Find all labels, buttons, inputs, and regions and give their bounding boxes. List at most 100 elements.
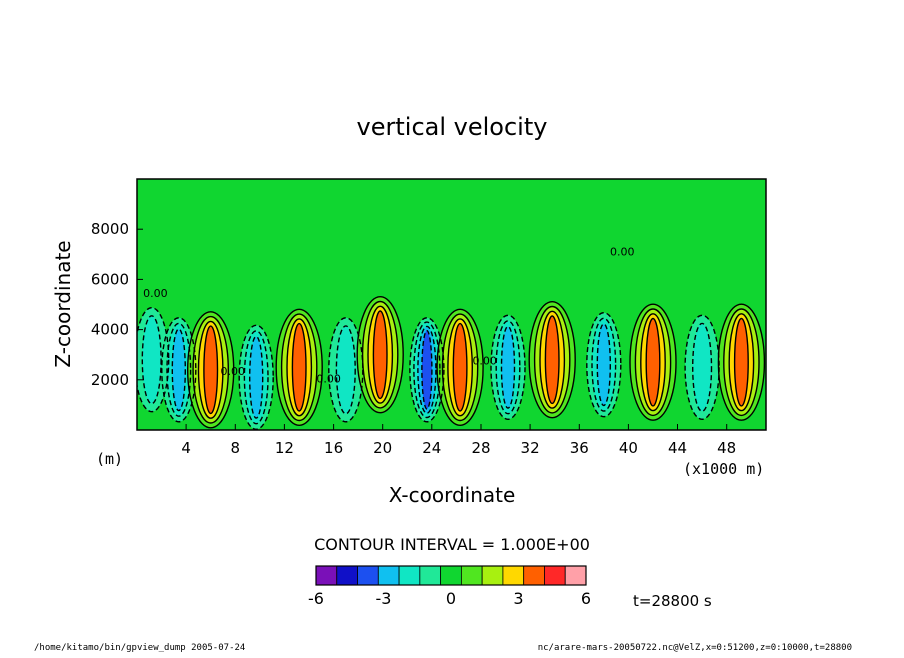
footer-left: /home/kitamo/bin/gpview_dump 2005-07-24 <box>34 643 245 653</box>
colorbar-swatch-7 <box>460 565 483 586</box>
contour-line-1-level-1 <box>161 317 197 423</box>
x-tick-label-24: 24 <box>422 439 441 457</box>
colorbar-swatch-12 <box>564 565 587 586</box>
contour-line-4-level-4 <box>291 322 307 412</box>
colorbar-swatch-10 <box>523 565 545 586</box>
contour-line-10-level-2 <box>533 305 571 414</box>
y-axis-label: Z-coordinate <box>51 240 75 367</box>
contour-line-11-level-1 <box>586 312 622 418</box>
contour-line-14-level-3 <box>728 313 755 412</box>
x-tick-label-8: 8 <box>231 439 241 457</box>
x-unit-left: (m) <box>96 450 123 468</box>
x-tick-label-12: 12 <box>275 439 294 457</box>
contour-cell-6-level-4 <box>373 311 388 399</box>
x-unit-right: (x1000 m) <box>683 460 764 478</box>
contour-label-1: 0.00 <box>610 246 635 259</box>
x-tick-label-4: 4 <box>181 439 191 457</box>
contour-line-4-level-1 <box>275 308 323 426</box>
contour-line-10-level-1 <box>528 301 576 419</box>
contour-cell-3-level-3 <box>249 336 263 419</box>
contour-line-7-level-1 <box>409 317 445 423</box>
contour-cell-2-level-4 <box>203 326 218 414</box>
time-label: t=28800 s <box>633 592 712 610</box>
contour-line-1-level-3 <box>171 328 187 412</box>
colorbar-label-4: 6 <box>581 589 591 608</box>
contour-cell-4-level-4 <box>292 323 307 411</box>
contour-line-14-level-1 <box>717 303 766 421</box>
x-tick-label-44: 44 <box>668 439 687 457</box>
colorbar-swatch-1 <box>336 565 358 586</box>
contour-cell-9-level-3 <box>501 326 515 409</box>
colorbar-swatch-6 <box>440 565 462 586</box>
colorbar-label-3: 3 <box>513 589 523 608</box>
colorbar-swatch-0 <box>315 565 338 586</box>
x-tick-label-28: 28 <box>471 439 490 457</box>
contour-cell-0-level-2 <box>142 315 162 404</box>
colorbar-swatch-11 <box>544 565 566 586</box>
colorbar-swatch-4 <box>398 565 421 586</box>
contour-line-10-level-3 <box>539 310 566 409</box>
contour-line-14-level-4 <box>733 317 749 407</box>
contour-line-4-level-3 <box>286 318 313 417</box>
x-tick-label-20: 20 <box>373 439 392 457</box>
contour-line-12-level-4 <box>645 317 661 407</box>
x-tick-label-36: 36 <box>570 439 589 457</box>
y-axis-ticks: 2000 4000 6000 8000 <box>91 220 143 389</box>
contour-cell-14-level-4 <box>734 318 749 406</box>
contour-line-3-level-2 <box>243 330 269 425</box>
colorbar-swatch-5 <box>419 565 442 586</box>
x-tick-label-32: 32 <box>521 439 540 457</box>
x-tick-label-48: 48 <box>717 439 736 457</box>
contour-label-3: 0.00 <box>316 372 341 385</box>
colorbar <box>315 565 587 586</box>
contour-line-14-level-2 <box>723 308 760 417</box>
contour-cell-12-level-4 <box>646 318 660 406</box>
contour-line-6-level-3 <box>367 305 394 404</box>
contour-cell-5-level-2 <box>336 325 356 414</box>
contour-line-1-level-2 <box>166 322 192 417</box>
contour-cell-1-level-3 <box>172 329 186 411</box>
contour-cell-8-level-4 <box>453 323 467 411</box>
x-axis-ticks: 4 8 12 16 20 24 28 32 36 40 44 48 <box>181 424 736 457</box>
contour-label-4: 0.00 <box>472 355 497 368</box>
contour-cell-10-level-4 <box>545 316 559 404</box>
y-tick-label-6000: 6000 <box>91 270 129 288</box>
y-tick-label-4000: 4000 <box>91 321 129 339</box>
contour-line-2-level-2 <box>192 315 229 424</box>
contour-line-3-level-3 <box>249 335 264 419</box>
x-tick-label-40: 40 <box>619 439 638 457</box>
contour-line-2-level-3 <box>197 320 224 419</box>
contour-line-2-level-4 <box>203 325 219 415</box>
contour-line-6-level-2 <box>361 300 399 409</box>
contour-line-6-level-4 <box>372 310 388 400</box>
contour-line-5-level-2 <box>335 325 356 415</box>
contour-line-9-level-2 <box>495 320 521 415</box>
y-tick-label-8000: 8000 <box>91 220 129 238</box>
plot-frame <box>136 178 767 431</box>
colorbar-label-0: -6 <box>308 589 324 608</box>
contour-cell-11-level-3 <box>597 323 611 406</box>
colorbar-swatch-9 <box>502 565 525 586</box>
contour-line-8-level-1 <box>436 308 484 426</box>
colorbar-swatch-8 <box>481 565 504 586</box>
contour-line-9-level-1 <box>490 314 526 420</box>
contour-line-8-level-4 <box>452 322 468 412</box>
contour-labels: 0.00 0.00 0.00 0.00 0.00 <box>143 246 634 386</box>
chart-title: vertical velocity <box>357 113 548 141</box>
colorbar-swatch-3 <box>377 565 400 586</box>
colorbar-swatch-2 <box>357 565 379 586</box>
contour-line-7-level-3 <box>417 325 437 414</box>
contour-line-13-level-2 <box>691 322 713 412</box>
contour-line-10-level-4 <box>544 315 560 405</box>
footer-right: nc/arare-mars-20050722.nc@VelZ,x=0:51200… <box>538 643 852 653</box>
contour-line-8-level-3 <box>447 318 473 417</box>
contour-lines <box>137 296 766 430</box>
contour-label-0: 0.00 <box>143 287 168 300</box>
contour-line-2-level-1 <box>186 311 235 429</box>
contour-line-11-level-2 <box>591 317 617 412</box>
contour-line-0-level-1 <box>137 307 170 413</box>
contour-line-0-level-2 <box>141 315 162 405</box>
contour-interval-text: CONTOUR INTERVAL = 1.000E+00 <box>314 535 590 554</box>
